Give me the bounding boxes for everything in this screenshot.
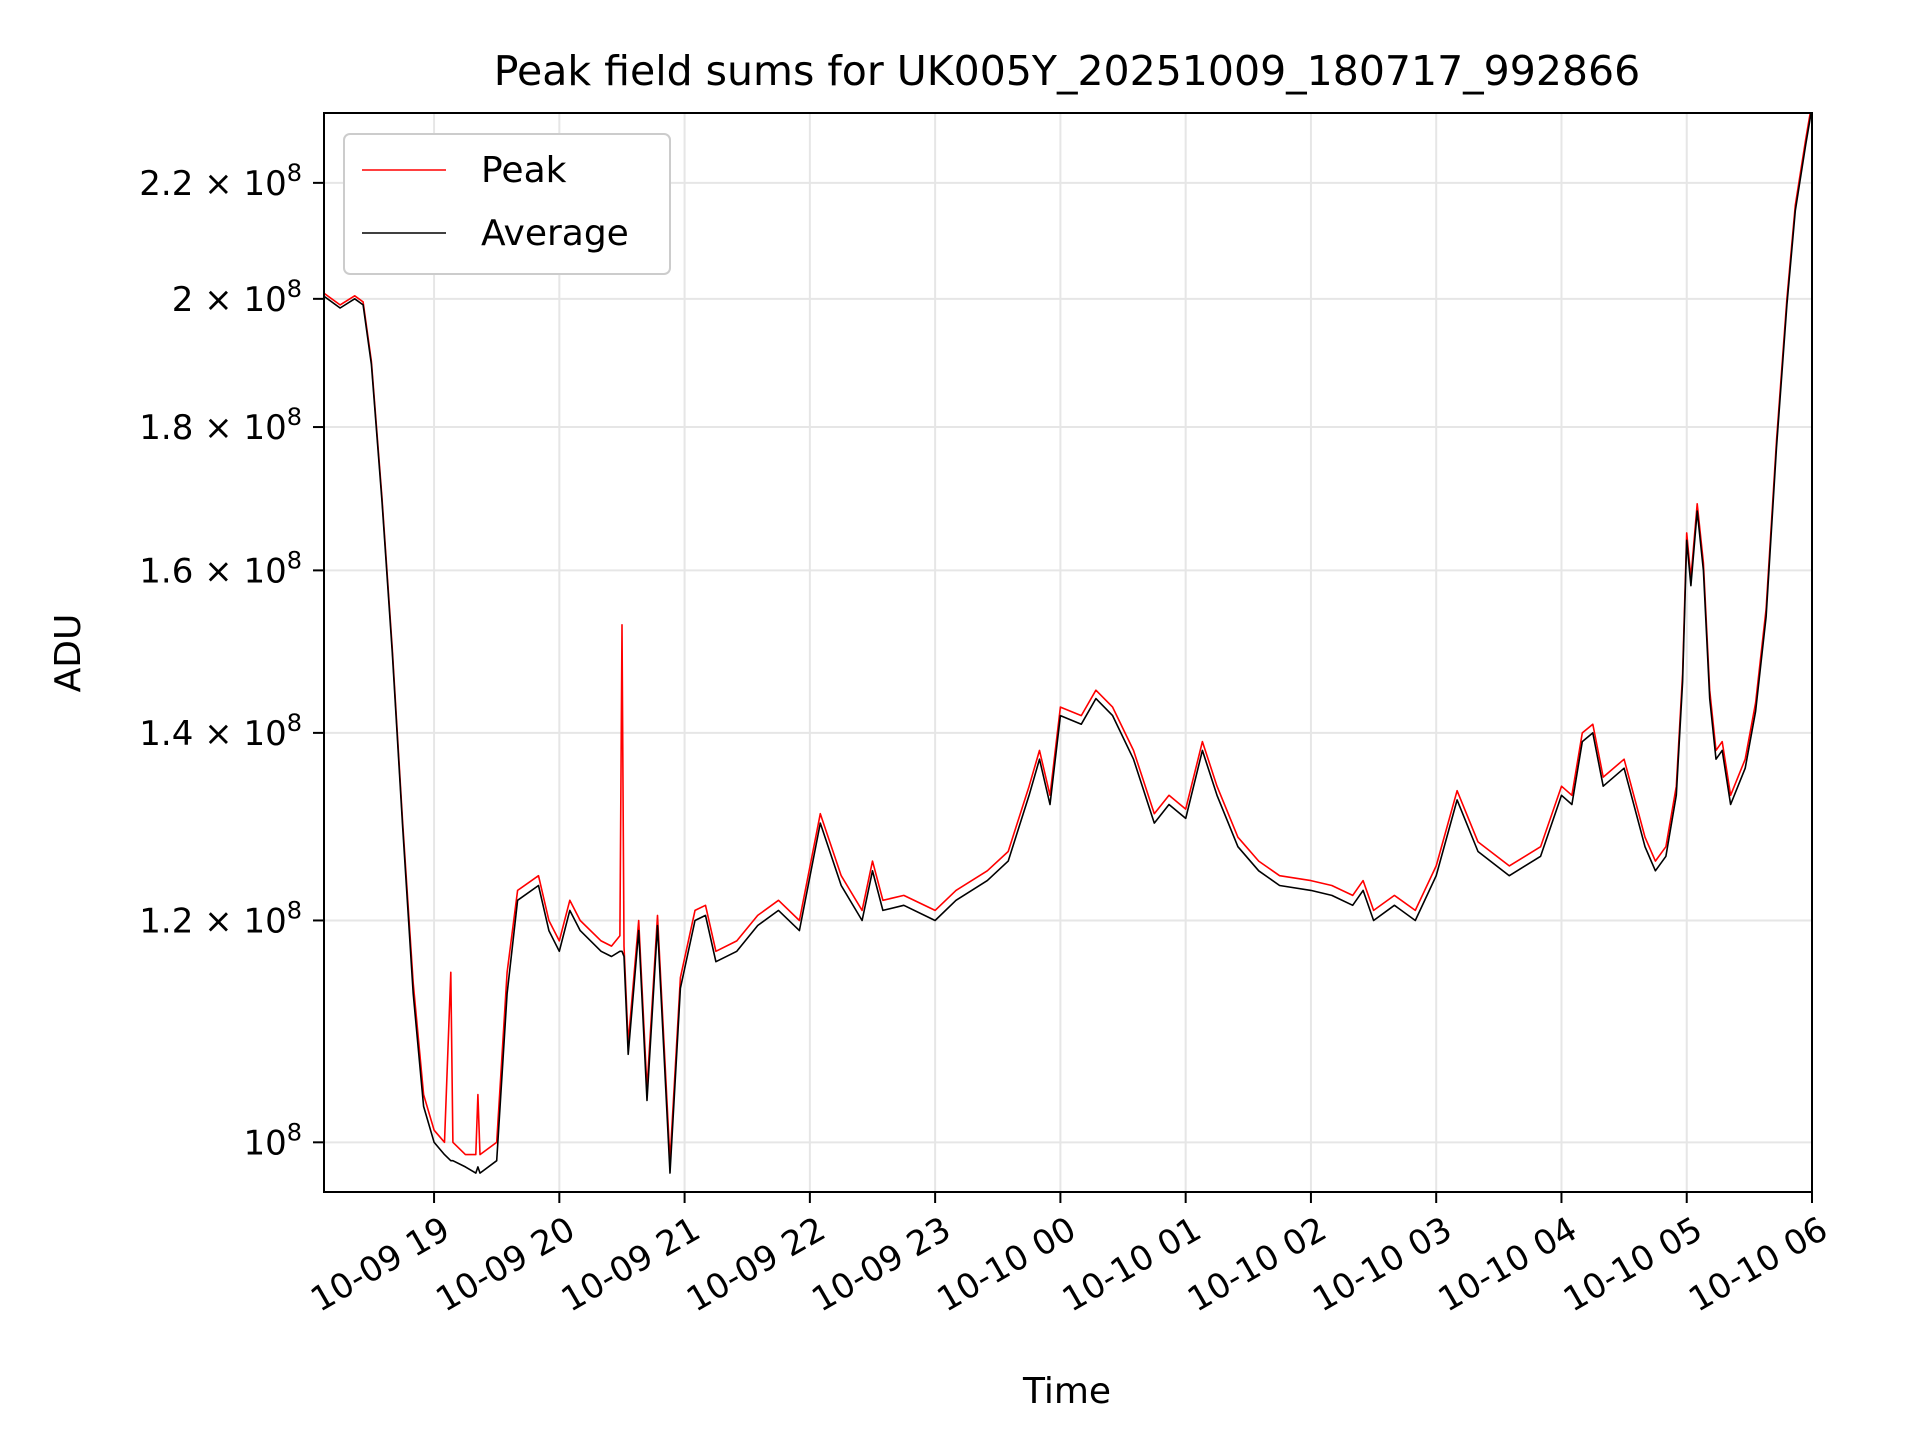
- plot-frame: [323, 112, 1813, 1193]
- series-line-average: [324, 113, 1812, 1174]
- legend-frame: [343, 133, 671, 275]
- y-tick-label: 2.2 × 108: [139, 159, 302, 204]
- x-tick-label: 10-09 23: [805, 1209, 957, 1320]
- x-tick-label: 10-09 20: [429, 1209, 581, 1320]
- y-axis-label: ADU: [48, 614, 89, 693]
- x-tick-label: 10-09 22: [680, 1209, 832, 1320]
- y-tick-label: 1.8 × 108: [139, 403, 302, 448]
- legend: Peak Average: [343, 133, 671, 275]
- y-tick-label: 1.6 × 108: [139, 546, 302, 591]
- legend-label-peak: Peak: [481, 150, 567, 191]
- legend-label-average: Average: [481, 213, 629, 254]
- x-tick-label: 10-10 04: [1432, 1209, 1584, 1320]
- x-tick-label: 10-10 05: [1557, 1209, 1709, 1320]
- x-tick-label: 10-10 02: [1181, 1209, 1333, 1320]
- x-axis-label: Time: [1022, 1371, 1111, 1412]
- chart-title: Peak field sums for UK005Y_20251009_1807…: [494, 47, 1640, 95]
- y-tick-label: 1.2 × 108: [139, 896, 302, 941]
- x-tick-label: 10-10 01: [1056, 1209, 1208, 1320]
- y-axis: 108 1.2 × 108 1.4 × 108 1.6 × 108 1.8 × 108 2…: [139, 159, 324, 1163]
- y-tick-label: 108: [243, 1118, 302, 1163]
- x-tick-label: 10-09 21: [555, 1209, 707, 1320]
- x-tick-label: 10-10 03: [1306, 1209, 1458, 1320]
- series-layer: [324, 113, 1812, 1174]
- y-tick-label: 2 × 108: [172, 275, 302, 320]
- series-line-peak: [324, 113, 1812, 1162]
- x-tick-label: 10-10 00: [931, 1209, 1083, 1320]
- x-tick-label: 10-10 06: [1682, 1209, 1834, 1320]
- x-tick-label: 10-09 19: [304, 1209, 456, 1320]
- y-tick-label: 1.4 × 108: [139, 709, 302, 754]
